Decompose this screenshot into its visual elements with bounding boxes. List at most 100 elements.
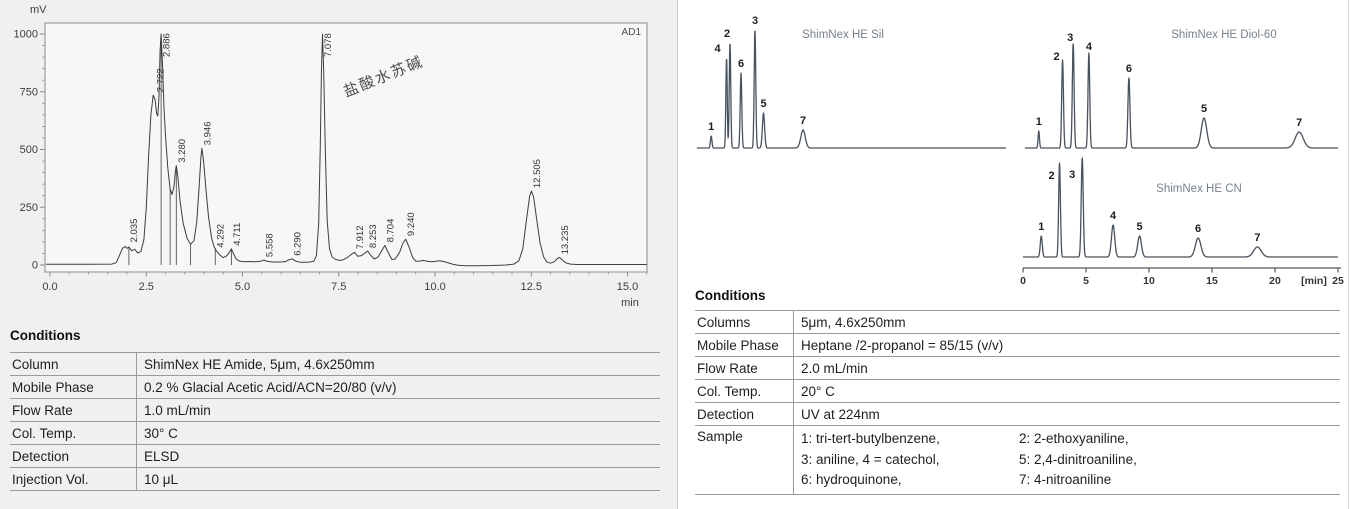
y-tick-label: 250 [20,202,38,214]
shimnex-he-diol-60-title: ShimNex HE Diol-60 [1171,29,1276,41]
condition-label: Col. Temp. [10,422,137,444]
condition-value: UV at 224nm [801,406,880,422]
sample-line: 6: hydroquinone, [801,472,902,487]
page-right-border [1348,0,1349,509]
conditions-row: Col. Temp. 20° C [695,380,1340,403]
shimnex-he-cn-title: ShimNex HE CN [1156,183,1242,195]
x-tick-label: 0.0 [42,281,57,293]
peak-number-label: 2 [1054,51,1060,63]
x-tick-label: 15.0 [617,281,638,293]
time-axis-tick-label: 0 [1020,275,1026,287]
condition-value: 1.0 mL/min [144,402,211,418]
condition-label: Sample [695,426,794,494]
condition-label: Flow Rate [695,357,794,379]
peak-rt-label: 3.280 [177,139,188,163]
peak-rt-label: 7.912 [355,226,366,250]
conditions-row: Sample 1: tri-tert-butylbenzene, 3: anilin… [695,426,1340,495]
condition-label: Columns [695,311,794,333]
time-axis-tick-label: 5 [1083,275,1089,287]
y-tick-label: 500 [20,144,38,156]
peak-rt-label: 7.078 [323,33,334,57]
condition-value: ShimNex HE Amide, 5μm, 4.6x250mm [144,356,375,372]
peak-number-label: 7 [800,115,806,127]
peak-rt-label: 9.240 [406,212,417,236]
peak-number-label: 5 [1201,103,1207,115]
x-tick-label: 5.0 [235,281,250,293]
condition-value: 10 μL [144,471,179,487]
plot-frame [44,22,648,273]
conditions-row: Detection ELSD [10,445,660,468]
sample-line: 3: aniline, 4 = catechol, [801,451,940,467]
peak-rt-label: 3.946 [202,122,213,146]
condition-label: Mobile Phase [10,376,137,398]
peak-rt-label: 2.722 [155,68,166,92]
peak-rt-label: 4.711 [232,223,243,246]
sample-line: 1: tri-tert-butylbenzene, [801,431,940,446]
shimnex-he-diol-60-trace [1024,43,1339,149]
sample-line: 5: 2,4-dinitroaniline, [1019,451,1137,467]
peak-number-label: 1 [1036,116,1042,128]
right-report-panel: ShimNex HE Sil 1 4 2 6 3 5 7 ShimNex HE Diol-60 1… [678,0,1353,509]
sample-line: 2: 2-ethoxyaniline, [1019,431,1129,446]
shimnex-he-cn-trace [1022,157,1339,258]
peak-rt-label: 5.558 [265,233,276,257]
peak-rt-label: 12.505 [532,159,543,188]
sample-line: 7: 4-nitroaniline [1019,472,1112,487]
left-conditions-table: Column ShimNex HE Amide, 5μm, 4.6x250mm Mo… [10,352,660,491]
peak-number-label: 7 [1254,232,1260,244]
time-axis-tick-label: 10 [1143,275,1155,287]
left-report-panel: 0 250 500 750 1000 0.0 2.5 5.0 7.5 10.0 12.5 15.0 mV… [0,0,677,509]
peak-number-label: 1 [708,121,714,133]
condition-value: 1: tri-tert-butylbenzene, 3: aniline, 4 =… [794,426,1340,494]
peak-number-label: 5 [1137,221,1143,233]
time-axis-tick-label: 15 [1206,275,1218,287]
peak-rt-label: 13.235 [560,225,571,254]
detector-channel-label: AD1 [622,27,642,38]
condition-label: Col. Temp. [695,380,794,402]
condition-value: Heptane /2-propanol = 85/15 (v/v) [801,337,1004,353]
condition-label: Mobile Phase [695,334,794,356]
shimnex-he-sil-trace [696,30,1007,149]
peak-rt-label: 8.253 [368,224,379,248]
sample-compound-list: 1: tri-tert-butylbenzene, 3: aniline, 4 =… [801,429,1333,491]
x-tick-label: 2.5 [139,281,154,293]
he-amide-chromatogram: 0 250 500 750 1000 0.0 2.5 5.0 7.5 10.0 12.5 15.0 mV… [14,4,648,309]
peak-rt-label: 6.290 [293,232,304,256]
conditions-row: Columns 5μm, 4.6x250mm [695,311,1340,334]
peak-number-label: 6 [738,58,744,70]
sample-column-c1: 1: tri-tert-butylbenzene, 3: aniline, 4 =… [801,429,1019,491]
y-axis-unit-label: mV [30,4,47,16]
peak-number-label: 6 [1126,63,1132,75]
condition-label: Injection Vol. [10,468,137,490]
x-tick-label: 7.5 [331,281,346,293]
shimnex-he-sil-title: ShimNex HE Sil [802,29,884,41]
peak-number-label: 1 [1038,221,1044,233]
peak-rt-label: 8.704 [386,219,397,243]
right-conditions-table: Columns 5μm, 4.6x250mm Mobile Phase Heptane… [695,310,1340,495]
x-tick-label: 12.5 [521,281,542,293]
x-tick-label: 10.0 [424,281,445,293]
peak-number-label: 2 [724,28,730,40]
time-axis-unit-label: [min] [1301,275,1327,287]
peak-number-label: 6 [1195,223,1201,235]
conditions-row: Detection UV at 224nm [695,403,1340,426]
y-tick-label: 1000 [14,29,38,41]
time-axis-tick-label: 20 [1269,275,1281,287]
peak-number-label: 3 [752,15,758,27]
peak-number-label: 3 [1067,32,1073,44]
conditions-row: Col. Temp. 30° C [10,422,660,445]
right-conditions-title: Conditions [695,288,766,303]
conditions-row: Column ShimNex HE Amide, 5μm, 4.6x250mm [10,353,660,376]
peak-rt-label: 2.886 [162,33,173,57]
conditions-row: Mobile Phase Heptane /2-propanol = 85/15 … [695,334,1340,357]
peak-number-label: 3 [1069,169,1075,181]
condition-label: Column [10,353,137,375]
condition-value: 20° C [801,383,835,399]
sample-column-c2: 2: 2-ethoxyaniline, 5: 2,4-dinitroaniline… [1019,429,1137,491]
y-tick-label: 0 [32,260,38,272]
conditions-row: Flow Rate 2.0 mL/min [695,357,1340,380]
peak-rt-label: 4.292 [216,224,227,248]
conditions-row: Flow Rate 1.0 mL/min [10,399,660,422]
